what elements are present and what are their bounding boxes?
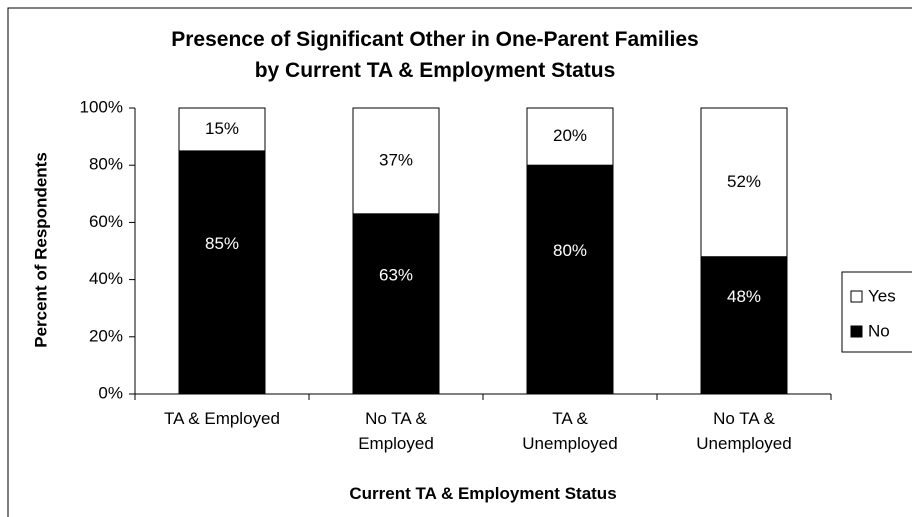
y-tick-label: 20% xyxy=(89,326,123,345)
data-label: 63% xyxy=(379,265,413,284)
x-tick-label: No TA & Unemployed xyxy=(696,409,792,453)
chart-title: Presence of Significant Other in One-Par… xyxy=(171,28,699,82)
legend-swatch xyxy=(850,290,863,303)
legend-label: Yes xyxy=(868,286,896,305)
x-tick-label: TA & Unemployed xyxy=(522,409,618,453)
x-tick-label: No TA & Employed xyxy=(358,409,434,453)
data-label: 15% xyxy=(205,119,239,138)
y-axis-title: Percent of Respondents xyxy=(31,152,50,348)
legend-swatch xyxy=(850,325,863,338)
y-tick-label: 40% xyxy=(89,269,123,288)
y-tick-label: 60% xyxy=(89,212,123,231)
chart-border xyxy=(7,7,912,517)
bar-segment xyxy=(526,107,614,166)
legend-box xyxy=(841,271,912,353)
bar-segment xyxy=(352,107,440,215)
y-tick-label: 0% xyxy=(98,383,123,402)
bar-segment xyxy=(352,213,440,395)
data-label: 20% xyxy=(553,126,587,145)
bar-segment xyxy=(700,256,788,395)
y-tick-label: 80% xyxy=(89,155,123,174)
x-tick-label: TA & Employed xyxy=(164,409,280,428)
bar-segment xyxy=(178,150,266,395)
data-label: 48% xyxy=(727,287,761,306)
y-tick-label: 100% xyxy=(80,97,123,116)
data-label: 85% xyxy=(205,234,239,253)
data-label: 37% xyxy=(379,150,413,169)
data-label: 80% xyxy=(553,241,587,260)
bar-segment xyxy=(526,164,614,395)
x-axis-title: Current TA & Employment Status xyxy=(349,484,617,503)
bar-segment xyxy=(700,107,788,258)
legend-label: No xyxy=(868,321,890,340)
bar-segment xyxy=(178,107,266,152)
data-label: 52% xyxy=(727,172,761,191)
